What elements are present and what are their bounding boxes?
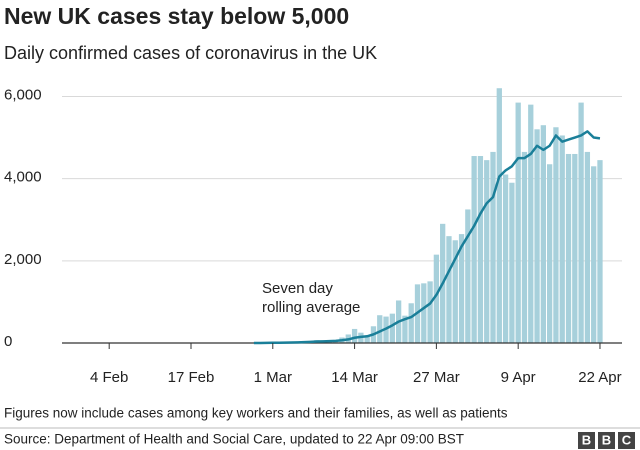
bar xyxy=(484,160,490,343)
bar xyxy=(546,164,553,343)
x-tick-label: 14 Mar xyxy=(331,369,378,386)
bar xyxy=(408,303,414,343)
bar xyxy=(509,182,515,343)
chart-subtitle: Daily confirmed cases of coronavirus in … xyxy=(4,43,377,63)
x-tick-label: 4 Feb xyxy=(90,369,128,386)
y-tick-label: 2,000 xyxy=(4,251,42,268)
y-tick-label: 0 xyxy=(4,333,12,350)
x-tick-label: 22 Apr xyxy=(578,369,621,386)
logo-box xyxy=(618,432,635,449)
y-tick-label: 6,000 xyxy=(4,86,42,103)
y-tick-label: 4,000 xyxy=(4,169,42,186)
bar xyxy=(597,160,603,343)
bar xyxy=(477,156,484,343)
bar xyxy=(496,88,502,343)
chart-title: New UK cases stay below 5,000 xyxy=(4,3,349,29)
note: Figures now include cases among key work… xyxy=(4,406,508,421)
source: Source: Department of Health and Social … xyxy=(4,432,464,447)
logo-letter: C xyxy=(622,432,632,447)
bar xyxy=(565,153,572,343)
bar xyxy=(402,315,408,343)
x-tick-label: 17 Feb xyxy=(168,369,215,386)
bar xyxy=(351,328,358,343)
bar xyxy=(578,102,584,343)
bar xyxy=(559,135,565,343)
bar xyxy=(377,315,383,343)
logo-box xyxy=(598,432,615,449)
x-tick-label: 27 Mar xyxy=(413,369,460,386)
bar xyxy=(553,127,559,343)
logo-letter: B xyxy=(602,432,611,447)
bar xyxy=(471,156,477,343)
bar xyxy=(421,283,427,343)
logo-letter: B xyxy=(582,432,591,447)
bar xyxy=(458,234,465,343)
bar xyxy=(572,153,578,343)
line xyxy=(253,130,601,345)
bar xyxy=(528,104,534,343)
bar xyxy=(433,254,440,343)
bar xyxy=(515,102,521,343)
bar xyxy=(452,240,458,343)
bar xyxy=(521,151,528,343)
bar xyxy=(584,151,591,343)
bar xyxy=(389,313,395,343)
bar xyxy=(427,281,433,343)
x-tick-label: 9 Apr xyxy=(501,369,536,386)
logo-box xyxy=(578,432,595,449)
bar xyxy=(490,151,496,343)
bar xyxy=(591,166,597,343)
bar xyxy=(502,174,509,343)
bar xyxy=(364,336,370,343)
bar xyxy=(534,129,540,343)
annotation: rolling average xyxy=(262,299,360,316)
x-tick-label: 1 Mar xyxy=(254,369,292,386)
bar xyxy=(540,125,546,343)
logo: B B C xyxy=(578,432,635,449)
bar xyxy=(465,209,471,343)
bar xyxy=(446,236,452,343)
annotation: Seven day xyxy=(262,280,333,297)
